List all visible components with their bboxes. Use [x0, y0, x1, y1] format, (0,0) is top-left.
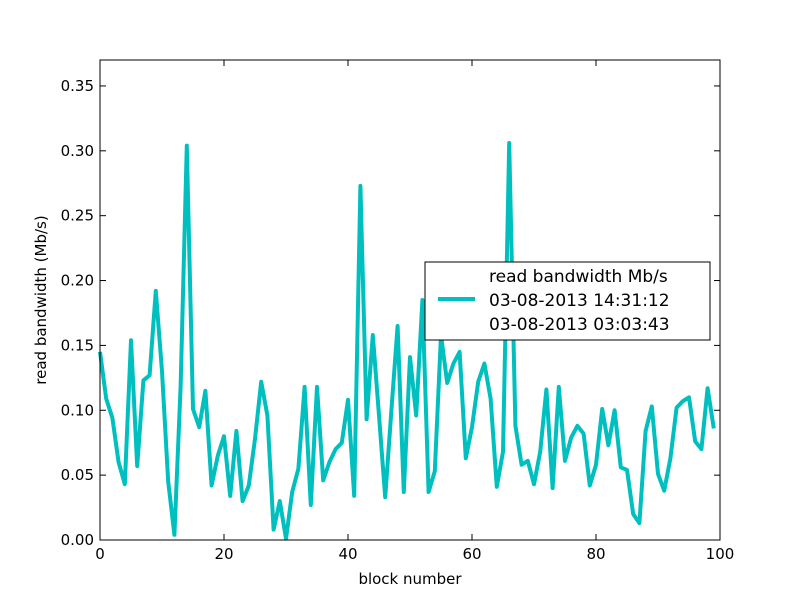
legend-entry-1: 03-08-2013 14:31:12 — [489, 291, 670, 311]
legend: read bandwidth Mb/s 03-08-2013 14:31:12 … — [424, 261, 711, 341]
x-tick-label: 0 — [95, 545, 105, 563]
series-line-0 — [98, 141, 716, 541]
x-axis-label: block number — [358, 570, 462, 588]
series-layer — [98, 141, 716, 541]
legend-entry-0: read bandwidth Mb/s — [489, 267, 668, 287]
y-tick-label: 0.30 — [61, 142, 94, 160]
y-tick-label: 0.20 — [61, 272, 94, 290]
y-tick-label: 0.10 — [61, 401, 94, 419]
y-tick-label: 0.00 — [61, 531, 94, 549]
legend-entry-2: 03-08-2013 03:03:43 — [489, 315, 670, 335]
x-tick-label: 100 — [706, 545, 735, 563]
x-tick-label: 60 — [462, 545, 481, 563]
y-tick-label: 0.05 — [61, 466, 94, 484]
x-tick-label: 80 — [586, 545, 605, 563]
y-tick-label: 0.25 — [61, 207, 94, 225]
x-tick-label: 40 — [338, 545, 357, 563]
y-tick-label: 0.15 — [61, 336, 94, 354]
x-tick-label: 20 — [214, 545, 233, 563]
y-tick-label: 0.35 — [61, 77, 94, 95]
plot-frame — [99, 59, 721, 541]
y-axis-label: read bandwidth (Mb/s) — [32, 215, 50, 384]
ticks-layer: 0 20 40 60 80 100 0.00 0.05 0.10 0.15 0.20 0.25 0.30… — [61, 60, 735, 563]
